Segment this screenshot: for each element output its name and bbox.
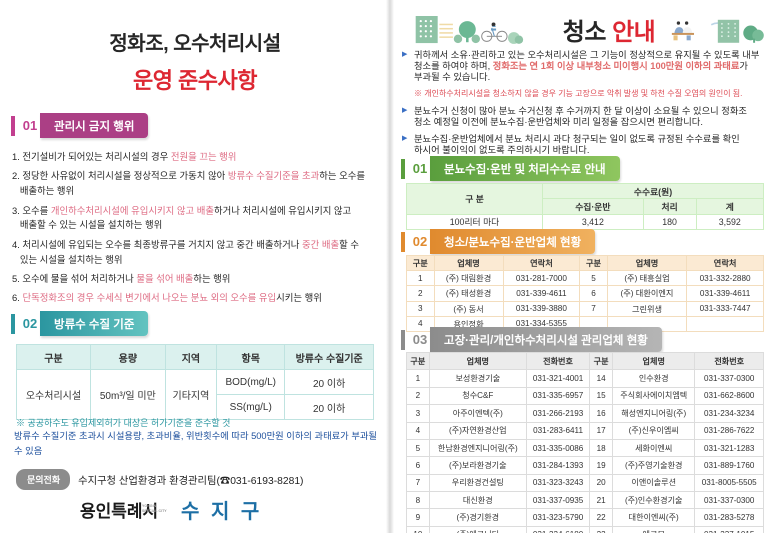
svg-text:SPECIAL CITY: SPECIAL CITY — [142, 509, 167, 513]
svg-text:수 지 구: 수 지 구 — [181, 500, 262, 523]
svg-text:YONGIN: YONGIN — [142, 504, 157, 508]
